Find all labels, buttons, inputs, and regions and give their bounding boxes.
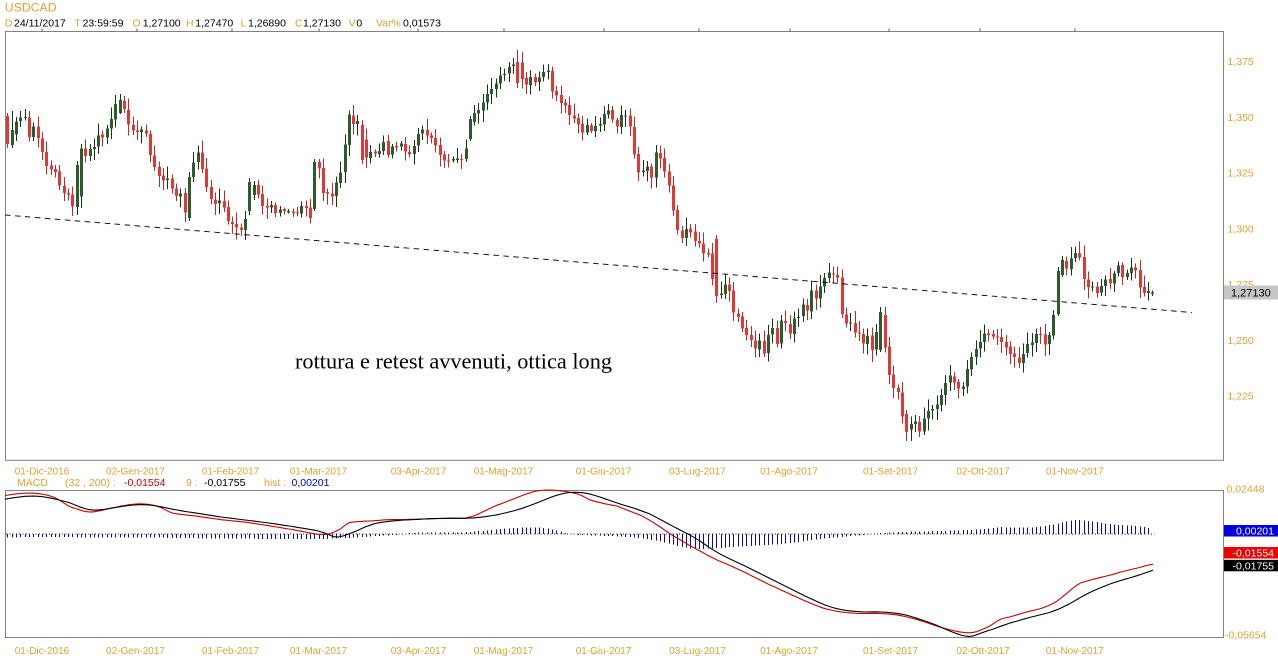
svg-text:01-Set-2017: 01-Set-2017 [863,646,918,657]
svg-text:0,00201: 0,00201 [292,477,330,489]
svg-text:01-Nov-2017: 01-Nov-2017 [1046,467,1104,478]
svg-text:V: V [349,18,356,30]
svg-text:03-Apr-2017: 03-Apr-2017 [391,467,447,478]
svg-text:01-Ago-2017: 01-Ago-2017 [760,467,818,478]
svg-text:T: T [74,18,81,30]
svg-text:01-Ago-2017: 01-Ago-2017 [760,646,818,657]
svg-text:C: C [295,18,303,30]
svg-text:01-Feb-2017: 01-Feb-2017 [202,646,260,657]
svg-text:03-Lug-2017: 03-Lug-2017 [669,646,726,657]
svg-text:03-Apr-2017: 03-Apr-2017 [391,646,447,657]
svg-text:01-Nov-2017: 01-Nov-2017 [1046,646,1104,657]
svg-text:1,250: 1,250 [1228,335,1254,347]
svg-text:01-Mar-2017: 01-Mar-2017 [290,467,348,478]
svg-text:01-Mar-2017: 01-Mar-2017 [290,646,348,657]
svg-text:02-Ott-2017: 02-Ott-2017 [956,467,1010,478]
svg-text:-0,01755: -0,01755 [1233,560,1275,572]
svg-text:-0,01755: -0,01755 [204,477,246,489]
svg-text:1,27100: 1,27100 [143,18,181,30]
svg-text:01-Giu-2017: 01-Giu-2017 [576,467,632,478]
svg-text:9 :: 9 : [186,477,198,489]
svg-text:03-Lug-2017: 03-Lug-2017 [669,467,726,478]
svg-text:0: 0 [356,18,362,30]
svg-text:Var%: Var% [376,18,401,30]
svg-text:MACD: MACD [17,477,48,489]
svg-text:1,300: 1,300 [1228,223,1254,235]
svg-text:1,27130: 1,27130 [1231,288,1271,300]
svg-text:hist :: hist : [264,477,286,489]
svg-text:O: O [132,18,140,30]
svg-text:0,00201: 0,00201 [1236,526,1274,538]
svg-text:02-Gen-2017: 02-Gen-2017 [106,467,165,478]
svg-text:01-Dic-2016: 01-Dic-2016 [15,646,70,657]
svg-text:H: H [186,18,194,30]
svg-text:L: L [241,18,247,30]
svg-text:01-Set-2017: 01-Set-2017 [863,467,918,478]
svg-text:D: D [5,18,13,30]
svg-text:1,375: 1,375 [1228,56,1254,68]
svg-text:01-Mag-2017: 01-Mag-2017 [474,646,534,657]
svg-text:1,27470: 1,27470 [195,18,233,30]
svg-text:0,02448: 0,02448 [1227,484,1265,496]
svg-text:rottura e retest avvenuti, ott: rottura e retest avvenuti, ottica long [295,349,612,374]
svg-text:-0,01554: -0,01554 [124,477,166,489]
svg-text:1,350: 1,350 [1228,112,1254,124]
svg-text:01-Dic-2016: 01-Dic-2016 [15,467,70,478]
svg-text:02-Gen-2017: 02-Gen-2017 [106,646,165,657]
svg-text:-0,05654: -0,05654 [1225,630,1267,642]
svg-text:01-Giu-2017: 01-Giu-2017 [576,646,632,657]
svg-text:1,26890: 1,26890 [248,18,286,30]
svg-text:24/11/2017: 24/11/2017 [14,18,66,30]
svg-text:23:59:59: 23:59:59 [83,18,124,30]
svg-text:1,27130: 1,27130 [303,18,341,30]
svg-text:USDCAD: USDCAD [5,0,57,14]
svg-text:0,01573: 0,01573 [403,18,441,30]
svg-text:01-Feb-2017: 01-Feb-2017 [202,467,260,478]
svg-text:1,325: 1,325 [1228,168,1254,180]
svg-text:-0,01554: -0,01554 [1233,548,1275,560]
svg-text:01-Mag-2017: 01-Mag-2017 [474,467,534,478]
svg-text:(32 , 200) :: (32 , 200) : [65,477,116,489]
svg-text:02-Ott-2017: 02-Ott-2017 [956,646,1010,657]
svg-text:1,225: 1,225 [1228,391,1254,403]
